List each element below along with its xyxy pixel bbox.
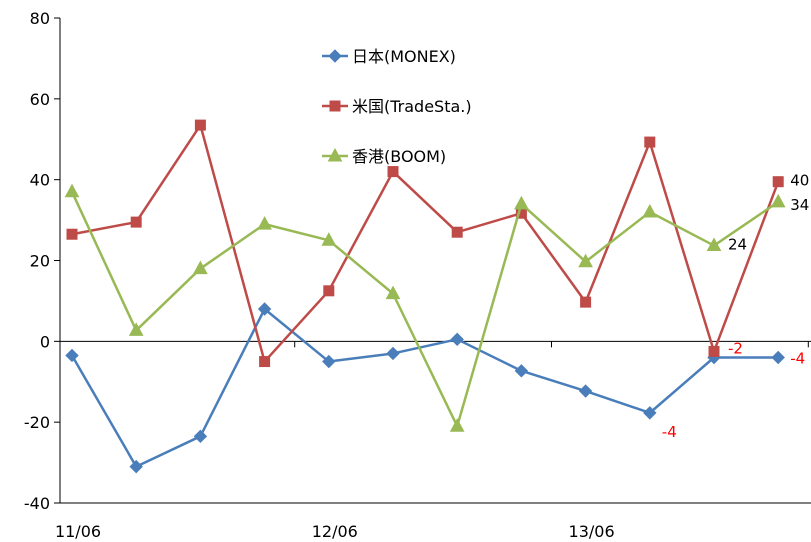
legend-marker (327, 147, 343, 162)
legend-item: 香港(BOOM) (322, 147, 446, 166)
y-tick-label: 20 (30, 252, 50, 271)
data-point (451, 226, 463, 238)
data-point (771, 350, 785, 365)
legend-label: 香港(BOOM) (352, 147, 446, 166)
data-point (580, 296, 592, 308)
data-label: -4 (662, 423, 677, 441)
data-label: -4 (790, 350, 805, 368)
data-point (322, 354, 336, 369)
legend-marker (328, 49, 342, 63)
series-square (66, 119, 784, 368)
legend-label: 日本(MONEX) (352, 47, 456, 66)
legend-marker (329, 100, 341, 112)
data-label: 24 (728, 236, 747, 254)
y-tick-label: 60 (30, 90, 50, 109)
legend-label: 米国(TradeSta.) (352, 97, 472, 116)
data-point (450, 332, 464, 347)
data-point (259, 356, 271, 368)
data-point (386, 346, 400, 361)
y-tick-label: 0 (40, 332, 50, 351)
data-point (130, 216, 142, 228)
x-tick-label: 13/06 (569, 522, 615, 541)
data-point (194, 119, 206, 131)
data-point (65, 348, 79, 363)
data-point (257, 216, 272, 230)
chart-series-layer (64, 119, 786, 474)
data-point (514, 195, 529, 210)
data-point (193, 260, 208, 275)
data-point (66, 228, 78, 240)
chart-data-labels-layer: -4 -4 -2 40 24 34 (662, 172, 809, 441)
data-point (514, 364, 529, 378)
y-tick-label: 40 (30, 171, 50, 190)
data-point (643, 406, 657, 420)
data-point (578, 253, 593, 268)
data-point (770, 193, 786, 208)
data-label: 40 (790, 172, 809, 190)
data-point (385, 285, 401, 300)
data-label: -2 (728, 339, 743, 357)
data-point (708, 345, 720, 357)
series-line (70, 307, 779, 468)
data-point (387, 166, 399, 178)
data-point (128, 322, 144, 336)
data-point (706, 237, 722, 252)
series-line (71, 123, 780, 363)
y-tick-label: 80 (30, 9, 50, 28)
series-triangle (64, 183, 786, 432)
data-point (257, 302, 272, 316)
data-label: 34 (790, 196, 809, 214)
x-tick-label: 12/06 (312, 522, 358, 541)
data-point (323, 285, 335, 297)
legend-item: 日本(MONEX) (322, 47, 456, 66)
data-point (578, 384, 593, 398)
series-line (70, 191, 779, 428)
series-diamond (65, 302, 785, 474)
data-point (193, 429, 208, 444)
x-tick-label: 11/06 (55, 522, 101, 541)
data-point (772, 176, 784, 188)
legend-item: 米国(TradeSta.) (322, 97, 472, 116)
data-point (449, 418, 465, 432)
chart-axes: -40 -20 0 20 40 60 80 11/06 12/06 13/06 (24, 9, 811, 541)
data-point (321, 232, 337, 246)
y-tick-label: -40 (24, 494, 50, 513)
y-tick-label: -20 (24, 413, 50, 432)
chart-legend: 日本(MONEX) 米国(TradeSta.) 香港(BOOM) (322, 47, 472, 166)
data-point (644, 136, 656, 148)
data-point (129, 459, 143, 474)
data-point (642, 203, 658, 218)
data-point (64, 183, 80, 198)
